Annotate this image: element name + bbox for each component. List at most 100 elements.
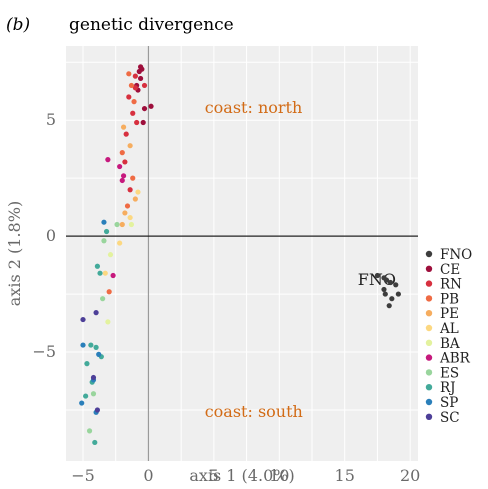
data-point-ce (148, 103, 154, 109)
data-point-fno (393, 282, 399, 288)
data-point-rj (97, 270, 103, 276)
data-point-fno (374, 272, 381, 279)
x-tick-label: 15 (335, 466, 355, 485)
data-point-es (101, 238, 107, 244)
x-tick-label: 10 (269, 466, 289, 485)
data-point-rn (127, 187, 133, 193)
data-point-sc (90, 374, 97, 381)
legend-key-pe (425, 310, 433, 317)
legend-key-ce (425, 265, 433, 272)
data-point-pb (106, 289, 112, 295)
legend-key-abr (425, 354, 433, 361)
data-point-rn (132, 85, 138, 91)
data-point-ba (107, 252, 114, 258)
data-point-al (117, 240, 123, 246)
data-point-ce (136, 68, 142, 75)
data-point-pb (130, 175, 136, 181)
y-tick-label: 0 (46, 226, 56, 245)
data-point-rn (134, 119, 140, 126)
data-point-al (127, 214, 133, 221)
data-point-pb (131, 99, 137, 105)
data-point-sc (80, 316, 86, 323)
legend-key-rj (425, 384, 433, 391)
legend-key-sc (425, 413, 433, 420)
data-point-sc (94, 407, 101, 413)
x-tick-label: −5 (71, 466, 95, 485)
legend-label-al: AL (439, 321, 459, 337)
data-point-sp (79, 400, 85, 406)
legend-label-es: ES (440, 365, 459, 381)
legend-label-rj: RJ (440, 380, 456, 396)
data-point-fno (386, 303, 392, 309)
legend-label-abr: ABR (439, 351, 471, 367)
x-tick-label: 5 (209, 466, 219, 485)
y-tick-label: 5 (46, 110, 56, 129)
legend-label-pe: PE (440, 306, 459, 322)
data-point-al (135, 189, 141, 195)
data-point-sp (96, 351, 102, 357)
data-point-ba (128, 221, 135, 228)
data-point-abr (120, 173, 127, 179)
chart-title: genetic divergence (69, 15, 234, 35)
legend-label-sc: SC (440, 410, 460, 426)
y-tick-label: −5 (32, 342, 56, 361)
data-point-rj (88, 342, 94, 348)
legend-key-pb (425, 295, 433, 302)
legend-key-sp (425, 398, 433, 406)
x-tick-label: 20 (400, 466, 420, 485)
data-point-fno (387, 279, 394, 286)
annotation-label: FNO (358, 270, 396, 289)
legend-label-sp: SP (440, 395, 458, 411)
data-point-fno (389, 296, 395, 302)
data-point-pe (119, 221, 125, 228)
y-axis-label: axis 2 (1.8%) (5, 201, 24, 306)
data-point-rn (130, 110, 136, 116)
data-point-rn (141, 82, 148, 89)
data-point-rj (103, 228, 110, 235)
data-point-es (100, 296, 106, 302)
data-point-rj (84, 361, 90, 367)
data-point-fno (381, 275, 387, 281)
data-point-pb (124, 203, 131, 209)
data-point-pb (128, 82, 135, 89)
data-point-rj (83, 393, 89, 399)
data-point-ce (141, 105, 148, 112)
annotation-label: coast: south (205, 402, 303, 421)
data-point-pe (122, 210, 128, 216)
data-point-ce (137, 64, 144, 70)
data-point-fno (395, 291, 401, 297)
legend-label-ce: CE (440, 262, 460, 278)
data-point-es (114, 221, 120, 228)
x-axis-label: axis 1 (4.0%) (189, 466, 294, 485)
data-point-abr (105, 157, 111, 163)
legend-key-rn (425, 280, 433, 287)
plot-background (66, 46, 418, 461)
data-point-rj (94, 263, 101, 269)
legend-label-pb: PB (440, 291, 459, 307)
data-point-ce (137, 75, 144, 82)
legend-key-fno (425, 250, 433, 258)
legend-key-ba (425, 339, 433, 346)
data-point-ce (140, 119, 146, 126)
data-point-pe (132, 196, 138, 202)
data-point-fno (381, 286, 387, 293)
data-point-es (90, 391, 97, 397)
data-point-sc (93, 310, 99, 316)
data-point-pb (126, 71, 132, 77)
data-point-sp (101, 219, 107, 225)
data-point-rn (123, 131, 129, 137)
legend-key-es (425, 369, 433, 376)
data-point-fno (382, 291, 388, 297)
legend-key-al (425, 324, 433, 332)
data-point-es (86, 428, 93, 434)
data-point-rj (93, 344, 99, 350)
data-point-rj (92, 439, 98, 446)
data-point-rn (122, 159, 128, 165)
panel-label: (b) (6, 15, 30, 35)
legend-label-rn: RN (440, 277, 462, 293)
data-point-al (102, 270, 108, 276)
data-point-rn (132, 73, 138, 79)
